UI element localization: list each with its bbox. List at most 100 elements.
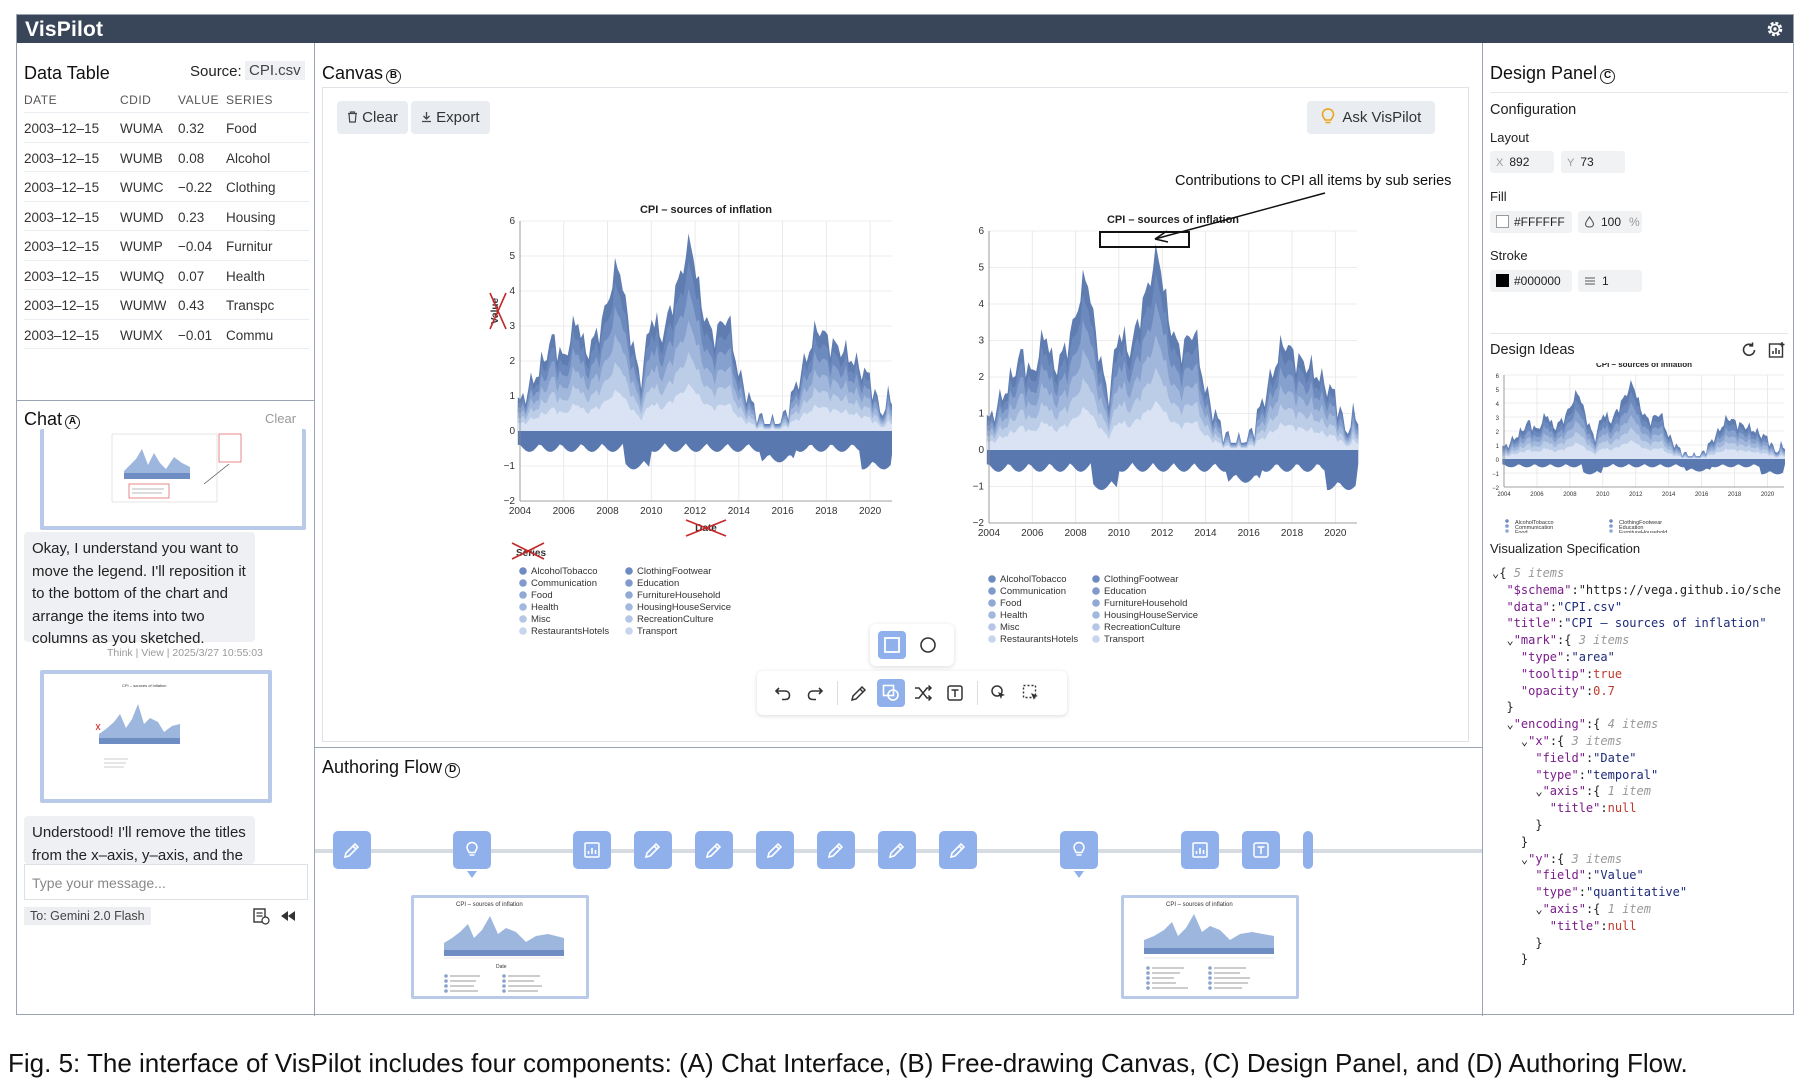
legend-label[interactable]: ClothingFootwear <box>1104 574 1178 585</box>
sketch-rectangle[interactable] <box>1099 231 1190 248</box>
flow-node-edit[interactable] <box>817 831 855 869</box>
chat-chart-thumbnail[interactable]: CPI – sources of inflation <box>40 670 272 803</box>
area-series[interactable] <box>986 400 1359 451</box>
view-link[interactable]: View <box>141 647 164 659</box>
area-select-tool[interactable] <box>1017 679 1045 707</box>
legend-label[interactable]: HousingHouseService <box>1104 610 1198 621</box>
design-idea-card[interactable]: −2 −1 0 1 2 3 4 5 6 2004 2006 2008 2010 2012 2014 2016 2… <box>1490 360 1790 551</box>
flow-node-edit[interactable] <box>878 831 916 869</box>
export-button[interactable]: Export <box>411 101 490 134</box>
flow-node-edit[interactable] <box>333 831 371 869</box>
legend-label[interactable]: RecreationCulture <box>637 614 714 625</box>
legend-label[interactable]: AlcoholTobacco <box>1515 520 1554 526</box>
x-position-field[interactable]: X 892 <box>1490 151 1554 173</box>
collapse-icon[interactable] <box>279 907 297 925</box>
legend-label[interactable]: AlcoholTobacco <box>1000 574 1067 585</box>
think-link[interactable]: Think <box>107 647 133 659</box>
model-selector[interactable]: To: Gemini 2.0 Flash <box>24 907 151 925</box>
current-chart[interactable]: −2 −1 0 1 2 3 4 5 6 2004 2006 2008 2010 2012 2014 2016 2… <box>955 211 1367 645</box>
legend-label[interactable]: AlcoholTobacco <box>531 566 598 577</box>
flow-node-chart[interactable] <box>1181 831 1219 869</box>
legend-label[interactable]: Health <box>1000 610 1027 621</box>
chat-input[interactable]: Type your message... <box>24 864 308 900</box>
fill-swatch[interactable] <box>1496 215 1509 228</box>
legend-label[interactable]: Misc <box>1000 622 1020 633</box>
legend-label[interactable]: RecreationCulture <box>1104 622 1181 633</box>
flow-node-idea[interactable] <box>453 831 491 869</box>
legend-label[interactable]: Transport <box>1104 634 1145 645</box>
area-series[interactable] <box>517 383 894 431</box>
drawing-area[interactable]: Clear Export Ask VisPilot <box>322 87 1469 742</box>
table-row[interactable]: 2003–12–15 WUMX −0.01 Commu <box>24 320 309 349</box>
undo-tool[interactable] <box>769 679 797 707</box>
flow-node-edit[interactable] <box>634 831 672 869</box>
legend-label[interactable]: FurnitureHousehold <box>1104 598 1187 609</box>
column-header[interactable]: SERIES <box>226 93 274 107</box>
flow-node-edit[interactable] <box>695 831 733 869</box>
shuffle-tool[interactable] <box>909 679 937 707</box>
column-header[interactable]: DATE <box>24 93 58 107</box>
table-row[interactable]: 2003–12–15 WUMC −0.22 Clothing <box>24 172 309 202</box>
y-position-field[interactable]: Y 73 <box>1561 151 1625 173</box>
gear-icon[interactable] <box>1765 19 1785 39</box>
rectangle-tool[interactable] <box>878 631 906 659</box>
legend-label[interactable]: Transport <box>637 626 678 637</box>
column-header[interactable]: VALUE <box>178 93 219 107</box>
fill-color-field[interactable]: #FFFFFF <box>1490 211 1572 233</box>
flow-node-edit[interactable] <box>756 831 794 869</box>
circle-tool[interactable] <box>914 631 942 659</box>
legend-label[interactable]: Education <box>637 578 679 589</box>
stroke-width-field[interactable]: 1 <box>1578 270 1642 292</box>
flow-node-chart[interactable] <box>573 831 611 869</box>
sketched-chart[interactable]: −2 −1 0 1 2 3 4 5 6 2004 2006 2008 2010 2012 2014 2016 2… <box>480 197 894 643</box>
legend-label[interactable]: ClothingFootwear <box>1619 520 1662 526</box>
legend-label[interactable]: FurnitureHousehold <box>637 590 720 601</box>
flow-snapshot-2[interactable]: CPI – sources of inflation <box>1121 895 1299 999</box>
legend-label[interactable]: Health <box>531 602 558 613</box>
table-row[interactable]: 2003–12–15 WUMB 0.08 Alcohol <box>24 143 309 172</box>
shape-tool[interactable] <box>877 679 905 707</box>
opacity-field[interactable]: 100% <box>1578 211 1642 233</box>
legend-label[interactable]: Communication <box>531 578 597 589</box>
strike-mark[interactable] <box>511 542 545 560</box>
chat-sketch-thumbnail[interactable] <box>40 429 306 530</box>
strike-mark[interactable] <box>489 292 507 330</box>
table-row[interactable]: 2003–12–15 WUMW 0.43 Transpc <box>24 290 309 320</box>
strike-mark[interactable] <box>685 519 727 537</box>
pen-tool[interactable] <box>845 679 873 707</box>
spec-editor[interactable]: ⌄{ 5 items "$schema":"https://vega.githu… <box>1490 561 1788 1009</box>
stroke-swatch[interactable] <box>1496 274 1509 287</box>
legend-label[interactable]: Food <box>1515 530 1528 536</box>
flow-node-text[interactable] <box>1242 831 1280 869</box>
clear-canvas-button[interactable]: Clear <box>337 101 409 134</box>
area-series-negative[interactable] <box>517 431 894 470</box>
redo-tool[interactable] <box>801 679 829 707</box>
legend-label[interactable]: RestaurantsHotels <box>531 626 609 637</box>
legend-label[interactable]: Communication <box>1000 586 1066 597</box>
table-row[interactable]: 2003–12–15 WUMD 0.23 Housing <box>24 202 309 231</box>
column-header[interactable]: CDID <box>120 93 152 107</box>
table-row[interactable]: 2003–12–15 WUMA 0.32 Food <box>24 113 309 143</box>
legend-label[interactable]: RestaurantsHotels <box>1000 634 1078 645</box>
legend-label[interactable]: Education <box>1619 525 1643 531</box>
area-series-negative[interactable] <box>1502 459 1785 475</box>
flow-node-idea[interactable] <box>1060 831 1098 869</box>
legend-label[interactable]: Education <box>1104 586 1146 597</box>
legend-label[interactable]: Misc <box>531 614 551 625</box>
legend-label[interactable]: Food <box>531 590 553 601</box>
add-chart-icon[interactable] <box>1768 341 1786 359</box>
file-attach-icon[interactable] <box>252 907 270 925</box>
area-series[interactable] <box>1502 440 1785 459</box>
legend-label[interactable]: Food <box>1000 598 1022 609</box>
text-tool[interactable] <box>941 679 969 707</box>
chat-clear-button[interactable]: Clear <box>265 411 297 426</box>
table-row[interactable]: 2003–12–15 WUMP −0.04 Furnitur <box>24 231 309 261</box>
flow-node-edit[interactable] <box>939 831 977 869</box>
area-series-negative[interactable] <box>986 450 1359 491</box>
select-tool[interactable] <box>985 679 1013 707</box>
table-row[interactable]: 2003–12–15 WUMQ 0.07 Health <box>24 261 309 290</box>
flow-node-edit[interactable] <box>1303 831 1313 869</box>
legend-label[interactable]: FurnitureHousehold <box>1619 530 1667 536</box>
flow-snapshot-1[interactable]: CPI – sources of inflation Date <box>411 895 589 999</box>
legend-label[interactable]: HousingHouseService <box>637 602 731 613</box>
